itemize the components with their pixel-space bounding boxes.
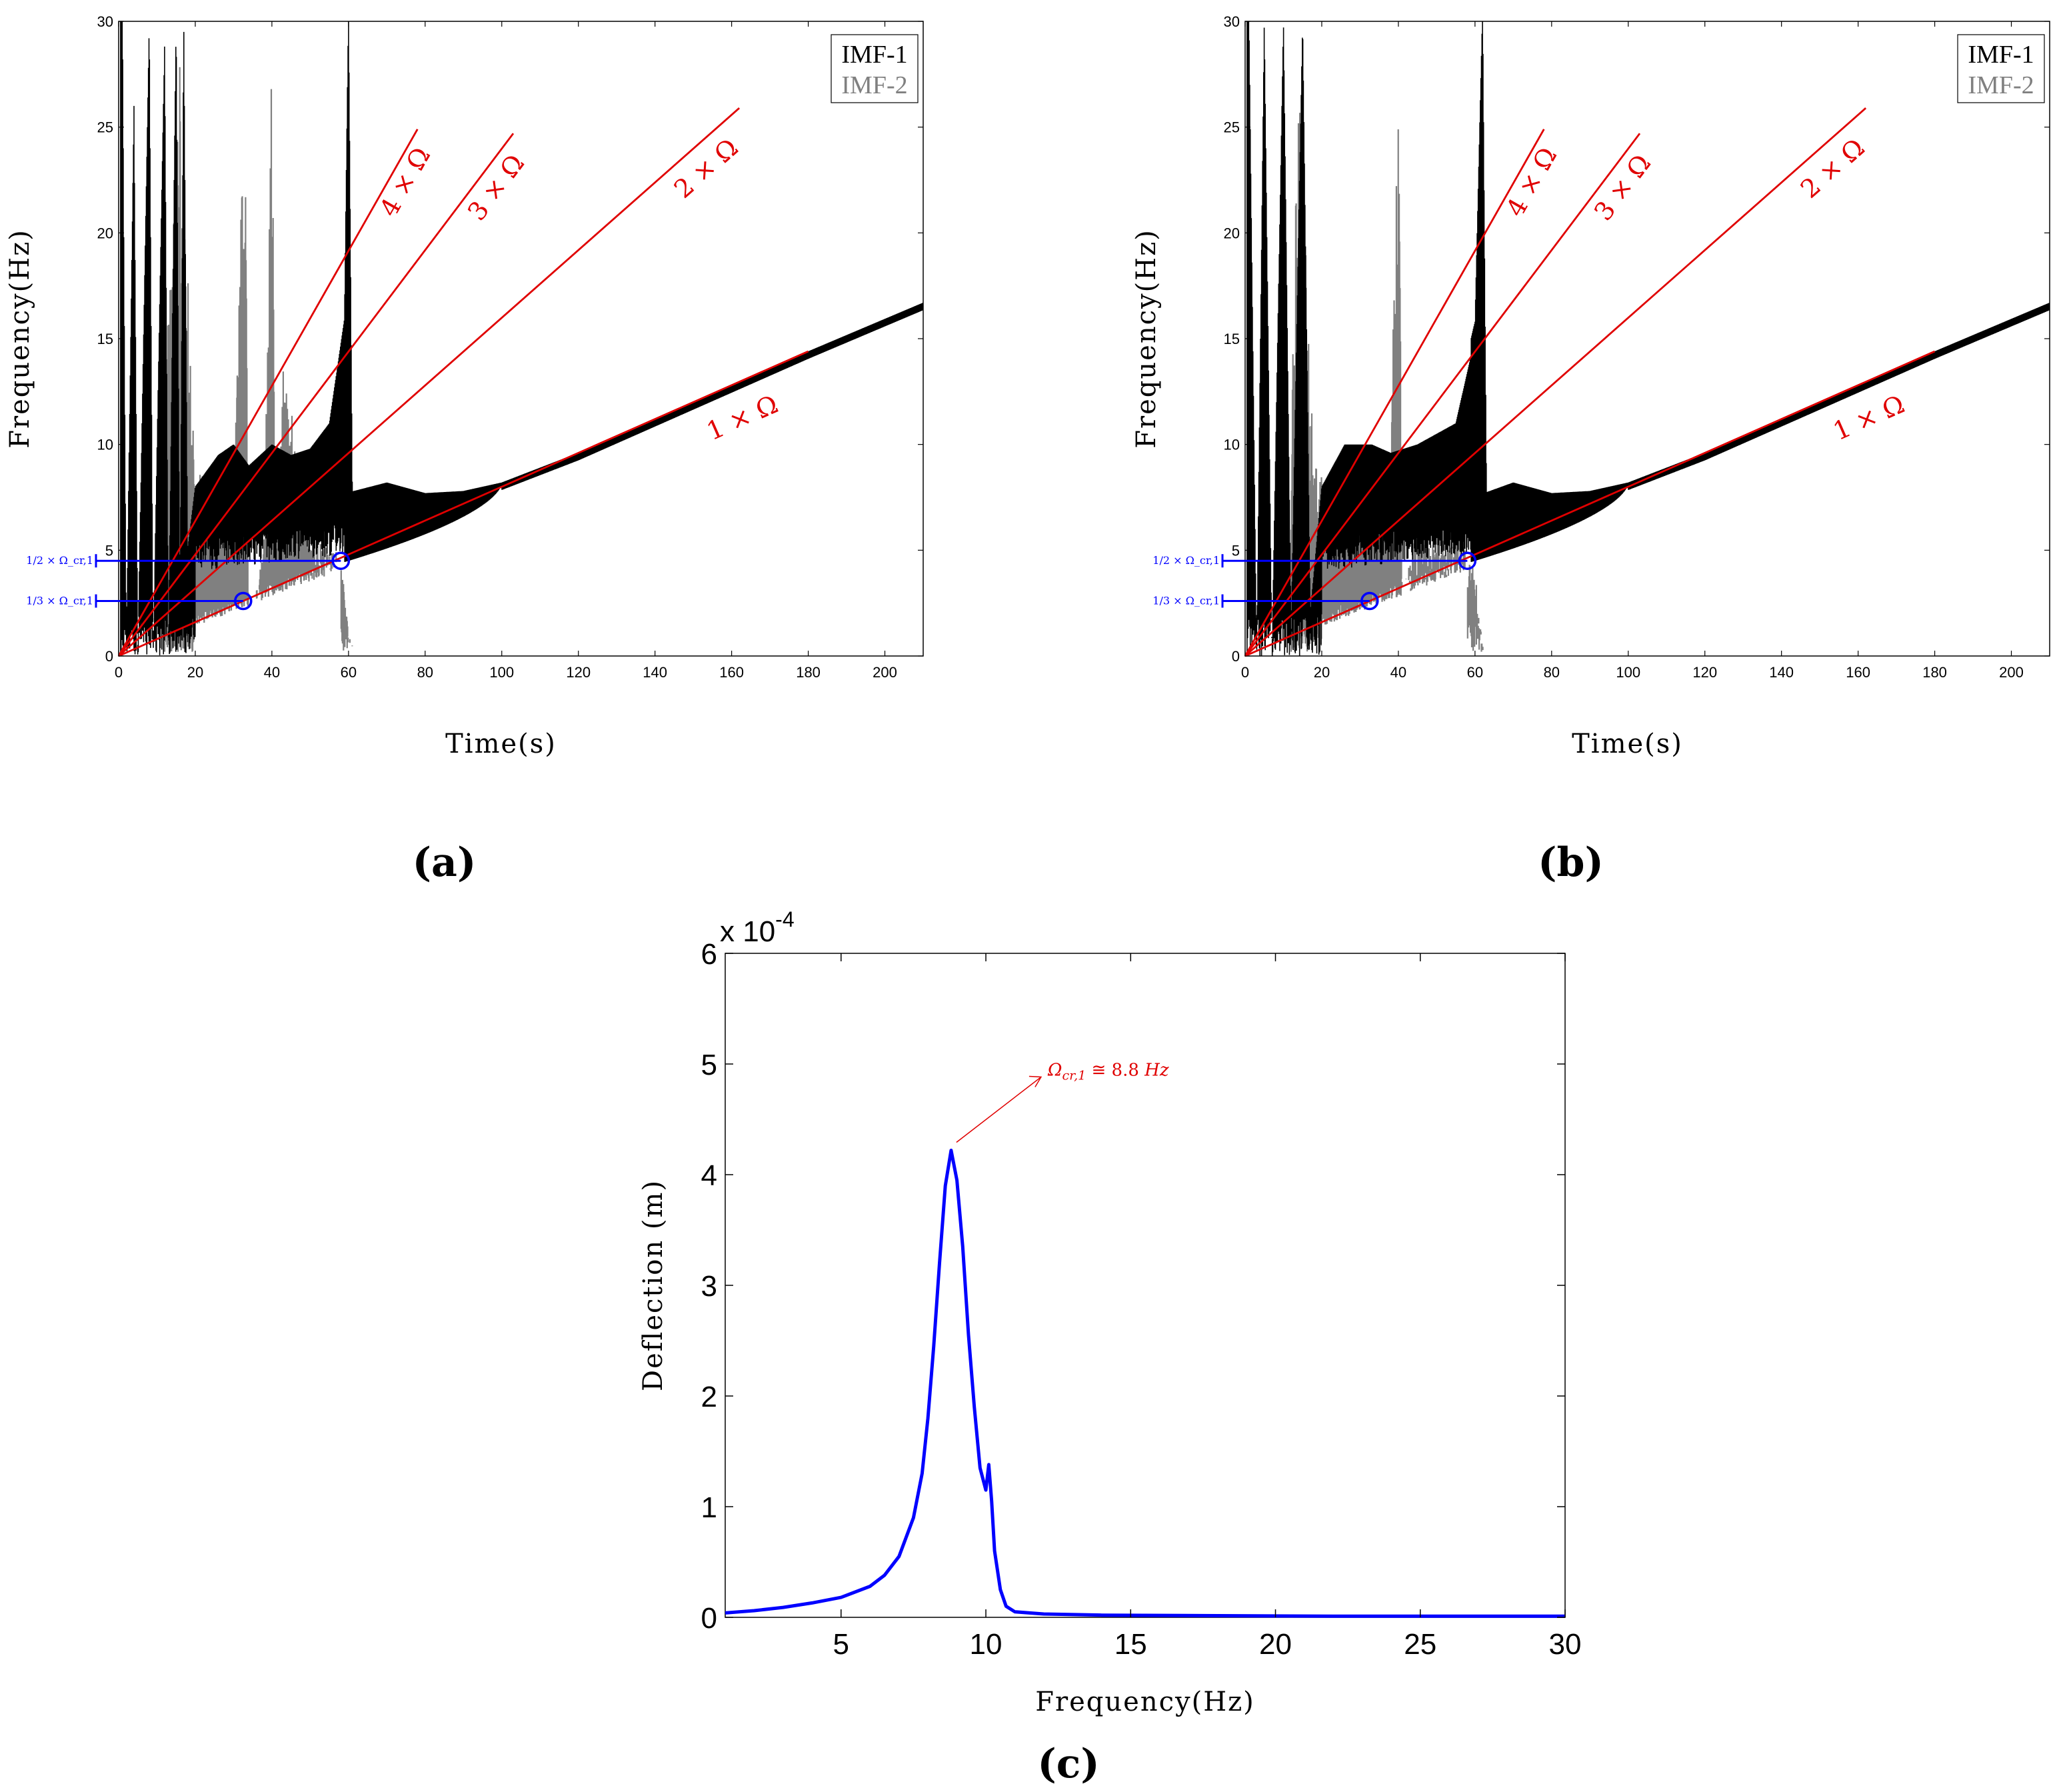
y-tick-label: 6 <box>701 938 717 971</box>
x-tick-label: 140 <box>1769 664 1794 681</box>
y-tick-label: 15 <box>1224 331 1240 347</box>
harmonic-line <box>117 133 515 657</box>
x-tick-label: 120 <box>566 664 591 681</box>
y-tick-label: 5 <box>1232 542 1240 559</box>
y-axis-label: Frequency(Hz) <box>1131 229 1162 449</box>
annotation-arrowhead <box>1029 1075 1042 1087</box>
x-tick-label: 200 <box>873 664 897 681</box>
y-tick-label: 0 <box>701 1602 717 1635</box>
panel-label: (a) <box>413 839 477 886</box>
marker-label: 1/2 × Ω_cr,1 <box>26 554 93 567</box>
x-axis-label: Time(s) <box>1572 729 1683 759</box>
marker-circle <box>1360 591 1379 611</box>
harmonic-line <box>118 107 741 657</box>
y-tick-label: 4 <box>701 1159 717 1192</box>
plot-frame <box>118 21 924 657</box>
y-tick-label: 25 <box>97 119 113 136</box>
marker-circle <box>234 591 253 611</box>
x-tick-label: 15 <box>1114 1628 1147 1661</box>
x-tick-label: 120 <box>1692 664 1717 681</box>
x-tick-label: 20 <box>1259 1628 1292 1661</box>
y-tick-label: 15 <box>97 331 113 347</box>
x-tick-label: 180 <box>1922 664 1947 681</box>
x-tick-label: 100 <box>489 664 514 681</box>
x-tick-label: 80 <box>417 664 433 681</box>
x-tick-label: 180 <box>796 664 821 681</box>
x-tick-label: 140 <box>643 664 667 681</box>
legend-entry: IMF-1 <box>1968 41 2034 69</box>
x-axis-label: Frequency(Hz) <box>1035 1687 1255 1717</box>
y-axis-label: Deflection (m) <box>638 1179 669 1391</box>
y-multiplier: x 10-4 <box>720 907 795 948</box>
peak-annotation: Ωcr,1 ≅ 8.8 Hz <box>1047 1060 1169 1083</box>
y-tick-label: 30 <box>97 13 113 30</box>
x-tick-label: 100 <box>1616 664 1640 681</box>
marker-label: 1/2 × Ω_cr,1 <box>1152 554 1220 567</box>
y-axis-label: Frequency(Hz) <box>5 229 35 449</box>
y-tick-label: 20 <box>97 225 113 241</box>
legend-entry: IMF-2 <box>841 71 907 99</box>
y-tick-label: 0 <box>105 648 113 665</box>
x-tick-label: 10 <box>970 1628 1003 1661</box>
harmonic-line <box>1244 133 1641 657</box>
legend-entry: IMF-2 <box>1968 71 2034 99</box>
marker-circle <box>1458 551 1477 570</box>
y-tick-label: 10 <box>1224 437 1240 453</box>
harmonic-line <box>118 350 809 657</box>
x-tick-label: 0 <box>115 664 123 681</box>
y-tick-label: 20 <box>1224 225 1240 241</box>
harmonic-line <box>1244 107 1867 657</box>
y-tick-label: 0 <box>1232 648 1240 665</box>
peak-annotation-value: ≅ 8.8 <box>1086 1060 1144 1080</box>
x-tick-label: 5 <box>833 1628 849 1661</box>
annotation-arrow <box>956 1076 1042 1143</box>
x-tick-label: 60 <box>1467 664 1483 681</box>
y-multiplier-exponent: -4 <box>775 907 794 931</box>
panel-label: (c) <box>1037 1741 1099 1787</box>
y-tick-label: 10 <box>97 437 113 453</box>
y-tick-label: 5 <box>105 542 113 559</box>
y-tick-label: 5 <box>701 1049 717 1081</box>
legend-box <box>831 34 919 103</box>
x-axis-label: Time(s) <box>445 729 557 759</box>
deflection-series <box>725 1149 1565 1618</box>
y-tick-label: 2 <box>701 1381 717 1413</box>
marker-label: 1/3 × Ω_cr,1 <box>1152 594 1220 607</box>
panel-label: (b) <box>1538 839 1604 886</box>
harmonic-line <box>1244 129 1545 657</box>
marker-label: 1/3 × Ω_cr,1 <box>26 594 93 607</box>
x-tick-label: 160 <box>1846 664 1870 681</box>
x-tick-label: 160 <box>719 664 744 681</box>
y-tick-label: 25 <box>1224 119 1240 136</box>
x-tick-label: 40 <box>1390 664 1406 681</box>
marker-circle <box>331 551 351 570</box>
panel-c-chart: 5 10 15 20 25 30 0 1 2 3 4 5 6x 10-4 Ωcr,1 ≅ 8.8 Hz Fr… <box>638 907 1581 1787</box>
y-tick-label: 30 <box>1224 13 1240 30</box>
x-tick-label: 20 <box>187 664 203 681</box>
peak-annotation-unit: Hz <box>1144 1060 1169 1080</box>
harmonic-line <box>1244 350 1936 657</box>
x-tick-label: 30 <box>1549 1628 1582 1661</box>
x-tick-label: 40 <box>264 664 280 681</box>
y-tick-label: 1 <box>701 1491 717 1524</box>
plot-frame <box>725 953 1566 1618</box>
panel-b-chart: 1 × Ω2 × Ω3 × Ω4 × Ω1/2 × Ω_cr,11/3 × Ω_… <box>1131 13 2050 886</box>
x-tick-label: 80 <box>1544 664 1560 681</box>
legend-box <box>1957 34 2045 103</box>
y-tick-label: 3 <box>701 1270 717 1303</box>
peak-annotation-sub: cr,1 <box>1062 1068 1086 1083</box>
x-tick-label: 60 <box>341 664 357 681</box>
x-tick-label: 25 <box>1404 1628 1436 1661</box>
x-tick-label: 200 <box>1999 664 2024 681</box>
harmonic-line <box>117 129 419 657</box>
legend-entry: IMF-1 <box>841 41 907 69</box>
panel-a-chart: 1 × Ω2 × Ω3 × Ω4 × Ω1/2 × Ω_cr,11/3 × Ω_… <box>5 13 924 886</box>
x-tick-label: 20 <box>1314 664 1330 681</box>
x-tick-label: 0 <box>1241 664 1249 681</box>
